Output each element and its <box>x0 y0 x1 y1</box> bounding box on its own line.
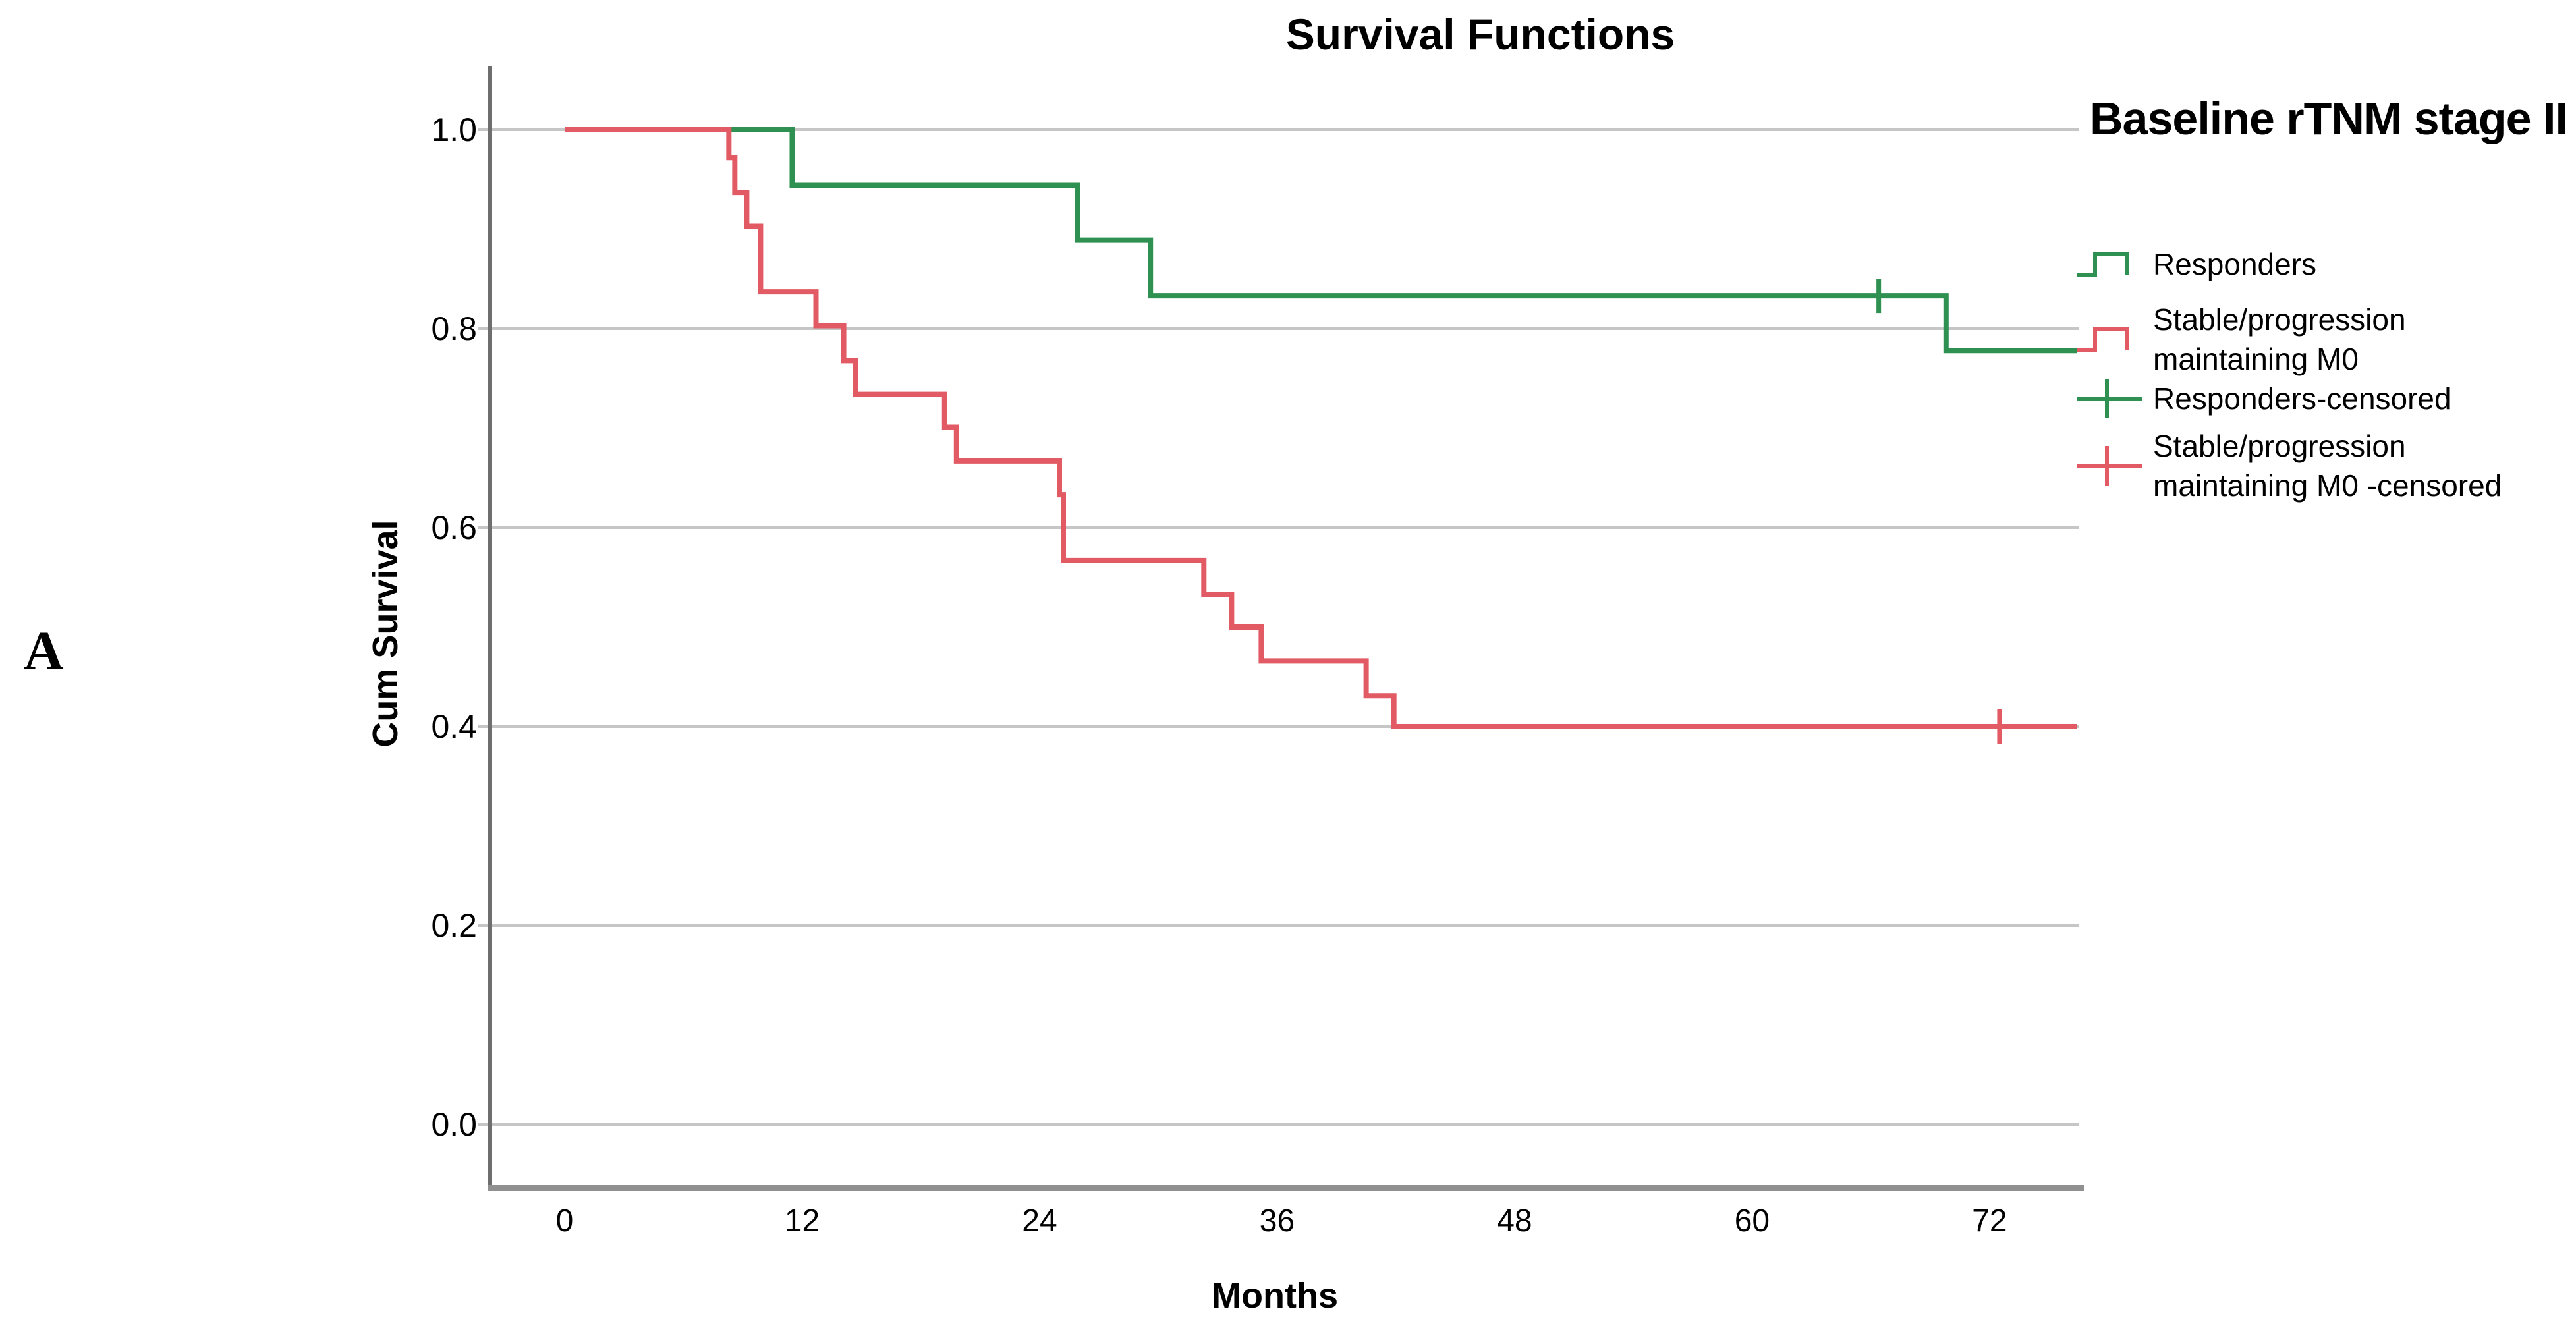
step-line-icon <box>2077 327 2129 352</box>
plus-icon <box>2077 379 2142 418</box>
legend-item-label: Stable/progression maintaining M0 -censo… <box>2153 429 2502 503</box>
x-tick-label: 36 <box>1259 1204 1295 1238</box>
x-tick-label: 60 <box>1734 1204 1770 1238</box>
y-tick-label: 0.0 <box>431 1106 477 1143</box>
y-tick-label: 0.6 <box>431 509 477 546</box>
y-tick-label: 0.2 <box>431 907 477 944</box>
legend-item-responders-censored: Responders-censored <box>2075 375 2451 422</box>
x-tick-label: 72 <box>1972 1204 2007 1238</box>
legend-item-label: Stable/progression maintaining M0 <box>2153 302 2406 376</box>
y-tick-label: 1.0 <box>431 111 477 148</box>
legend-item-label: Responders-censored <box>2153 381 2451 416</box>
y-tick-label: 0.8 <box>431 310 477 347</box>
legend-item-responders: Responders <box>2075 241 2316 287</box>
x-axis-title: Months <box>1212 1276 1338 1316</box>
x-tick-label: 12 <box>784 1204 820 1238</box>
legend-item-stable-progression: Stable/progression maintaining M0 <box>2075 298 2406 381</box>
plus-icon <box>2077 446 2142 486</box>
legend-item-label: Responders <box>2153 247 2317 281</box>
legend-item-stable-progression-censored: Stable/progression maintaining M0 -censo… <box>2075 423 2502 509</box>
legend-title: Baseline rTNM stage II <box>2090 93 2568 144</box>
chart-title: Survival Functions <box>1285 10 1675 59</box>
x-tick-label: 0 <box>555 1204 574 1238</box>
panel-label: A <box>24 621 64 682</box>
y-tick-label: 0.4 <box>431 708 477 745</box>
x-tick-label: 24 <box>1022 1204 1057 1238</box>
x-tick-label: 48 <box>1497 1204 1532 1238</box>
step-line-icon <box>2077 252 2129 277</box>
